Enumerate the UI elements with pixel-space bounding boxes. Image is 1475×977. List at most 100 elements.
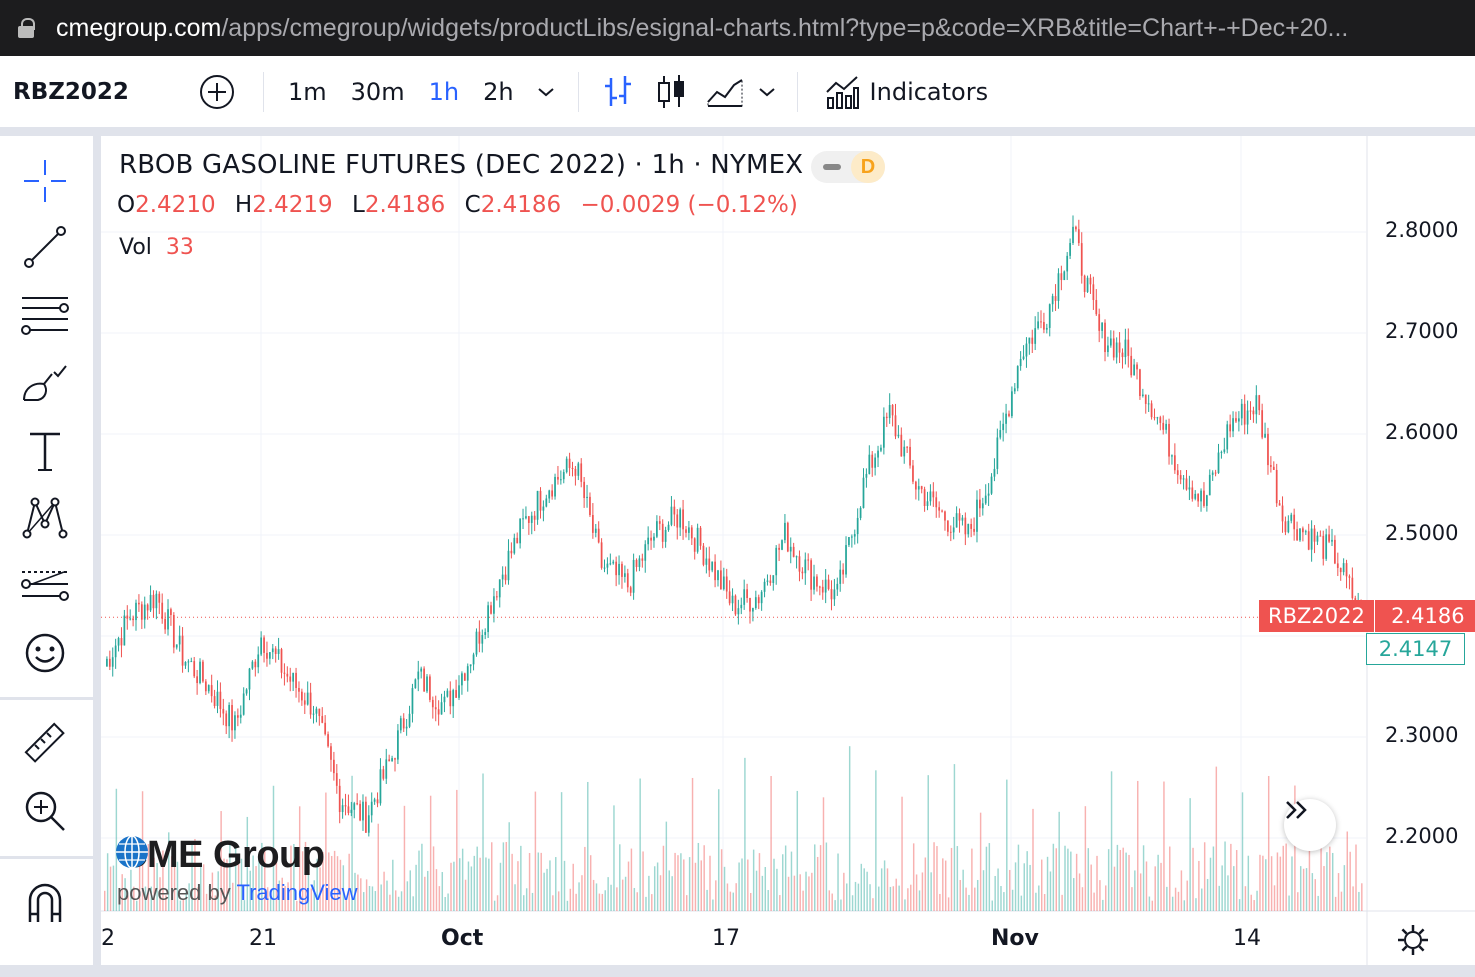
candle-body (1089, 277, 1092, 285)
candle-body (673, 506, 676, 515)
candle-body (1316, 535, 1319, 542)
candles-style-button[interactable] (651, 72, 691, 112)
area-style-button[interactable] (703, 72, 747, 112)
volume-bar (525, 888, 528, 911)
candle-body (487, 605, 489, 633)
indicators-button[interactable]: Indicators (824, 74, 988, 110)
volume-bar (217, 871, 219, 911)
volume-bar (424, 876, 426, 911)
candle-body (129, 618, 132, 620)
volume-bar (1297, 892, 1299, 911)
interval-2h[interactable]: 2h (483, 77, 514, 106)
volume-bar (1320, 815, 1322, 911)
volume-bar (1326, 852, 1328, 911)
interval-1m[interactable]: 1m (288, 77, 327, 106)
volume-bar (124, 878, 126, 911)
globe-icon (116, 835, 148, 869)
volume-bar (1233, 866, 1235, 911)
volume-bar (1238, 899, 1241, 911)
zoom-in-tool[interactable] (18, 784, 72, 838)
date-tick: Nov (991, 926, 1039, 951)
bars-style-button[interactable] (597, 72, 637, 112)
volume-bar (418, 850, 420, 911)
emoji-tool[interactable] (18, 626, 72, 680)
candle-body (1121, 352, 1124, 358)
candle-body (327, 734, 329, 747)
candle-body (312, 713, 315, 715)
crosshair-tool[interactable] (18, 154, 72, 208)
compare-symbol-button[interactable] (199, 74, 235, 110)
interval-1h[interactable]: 1h (428, 77, 460, 106)
candle-body (1109, 338, 1112, 346)
candle-body (996, 437, 999, 469)
volume-bar (342, 865, 345, 911)
candle-body (664, 529, 667, 542)
candle-body (868, 454, 871, 474)
volume-bar (1308, 847, 1311, 911)
volume-bar (397, 896, 400, 911)
candle-body (143, 604, 146, 620)
chart-type-dropdown-button[interactable] (747, 72, 787, 112)
candle-body (219, 691, 222, 709)
candle-body (309, 692, 312, 715)
text-tool[interactable] (18, 424, 72, 478)
candle-body (469, 664, 472, 667)
interval-30m[interactable]: 30m (350, 77, 405, 106)
brush-icon (23, 365, 67, 401)
pattern-tool[interactable] (18, 490, 72, 544)
fib-tool[interactable] (18, 288, 72, 342)
candle-body (455, 690, 457, 698)
interval-dropdown-button[interactable] (526, 72, 566, 112)
volume-bar (869, 884, 871, 911)
candle-body (746, 589, 748, 599)
candle-body (1045, 327, 1048, 330)
candle-body (1086, 277, 1089, 292)
candle-body (1275, 469, 1278, 504)
candle-body (286, 673, 289, 677)
price-chart-svg[interactable] (101, 136, 1475, 965)
magnet-tool[interactable] (18, 876, 72, 930)
candle-body (536, 490, 539, 520)
volume-bar (1299, 866, 1302, 911)
candle-body (443, 696, 446, 703)
candle-body (865, 473, 868, 478)
candle-body (612, 561, 615, 564)
candle-body (711, 561, 714, 571)
volume-bar (552, 895, 554, 911)
candle-body (632, 559, 635, 593)
forecast-tool[interactable] (18, 558, 72, 612)
symbol-search[interactable]: RBZ2022 (13, 78, 129, 105)
candle-body (769, 580, 772, 583)
powered-by-link[interactable]: powered by TradingView (117, 880, 358, 906)
brush-tool[interactable] (18, 356, 72, 410)
volume-bar (630, 848, 633, 911)
volume-bar (738, 862, 740, 911)
candle-body (301, 691, 303, 701)
volume-bar (473, 855, 476, 911)
candle-body (909, 446, 911, 466)
volume-bar (162, 850, 164, 911)
volume-bar (796, 790, 799, 911)
chart-pane[interactable]: RBOB GASOLINE FUTURES (DEC 2022) · 1h · … (101, 136, 1475, 965)
volume-bar (313, 880, 315, 911)
volume-bar (764, 867, 767, 911)
volume-bar (1157, 854, 1159, 911)
candle-body (542, 506, 545, 511)
candle-body (1005, 413, 1007, 424)
browser-url-bar[interactable]: cmegroup.com/apps/cmegroup/widgets/produ… (0, 0, 1475, 56)
volume-bar (1003, 892, 1005, 911)
market-status-badge[interactable]: D (811, 151, 885, 183)
scroll-to-realtime-button[interactable] (1284, 799, 1336, 851)
candle-body (804, 559, 807, 574)
volume-bar (520, 845, 522, 911)
volume-bar (665, 821, 668, 911)
volume-bar (1352, 886, 1354, 911)
candle-body (737, 608, 740, 615)
measure-tool[interactable] (18, 716, 72, 770)
volume-bar (723, 866, 726, 911)
volume-bar (1343, 865, 1346, 911)
trend-line-tool[interactable] (18, 220, 72, 274)
volume-bar (1090, 864, 1092, 911)
volume-bar (883, 860, 886, 911)
volume-bar (642, 851, 644, 911)
